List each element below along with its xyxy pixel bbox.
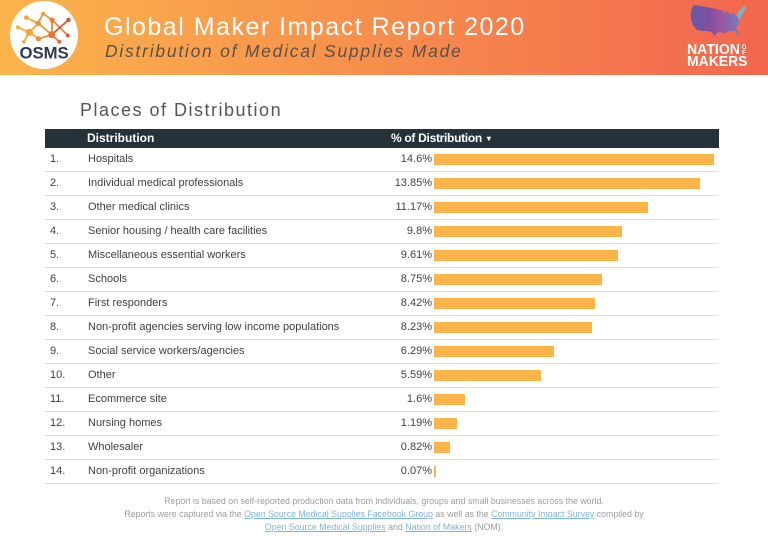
svg-text:O: O <box>742 45 747 51</box>
svg-text:NATION: NATION <box>687 41 740 58</box>
svg-text:MAKERS: MAKERS <box>687 54 748 70</box>
svg-text:F: F <box>742 51 746 57</box>
svg-text:OSMS: OSMS <box>19 43 68 62</box>
